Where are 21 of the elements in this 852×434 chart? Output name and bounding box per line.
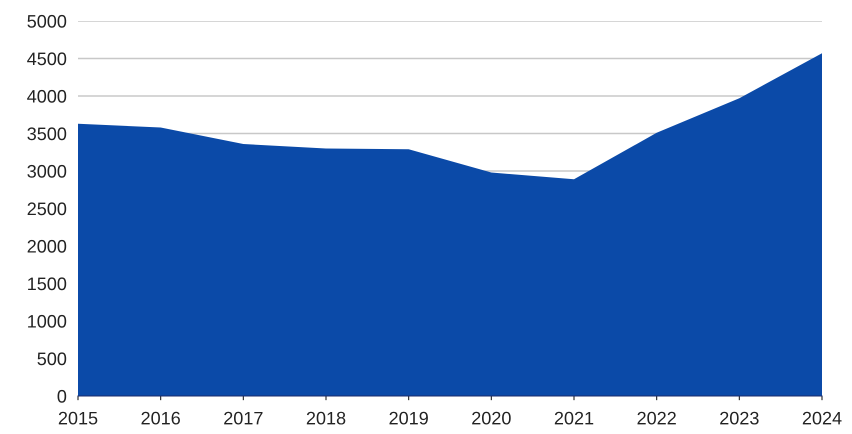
y-tick-label: 4000 (27, 90, 66, 103)
y-tick-label: 5000 (27, 14, 66, 28)
y-tick-label: 2500 (28, 202, 66, 216)
y-tick-label: 500 (37, 352, 66, 366)
x-tick-label: 2017 (224, 412, 263, 425)
y-tick-label: 4500 (27, 52, 66, 66)
x-tick-label: 2021 (554, 412, 594, 425)
y-tick-label: 1000 (28, 314, 66, 328)
y-tick-label: 2000 (28, 240, 66, 253)
x-tick-label: 2016 (141, 412, 180, 425)
x-tick-label: 2015 (58, 412, 98, 425)
y-tick-label: 1500 (28, 277, 66, 290)
x-tick-label: 2024 (802, 412, 842, 425)
y-tick-label: 3000 (27, 164, 66, 178)
x-tick-label: 2018 (306, 412, 346, 425)
x-tick-label: 2023 (720, 412, 759, 425)
y-tick-label: 0 (58, 390, 66, 403)
x-tick-label: 2022 (637, 412, 676, 425)
x-tick-label: 2019 (389, 412, 428, 425)
x-tick-label: 2020 (472, 412, 511, 425)
y-tick-label: 3500 (27, 127, 66, 140)
